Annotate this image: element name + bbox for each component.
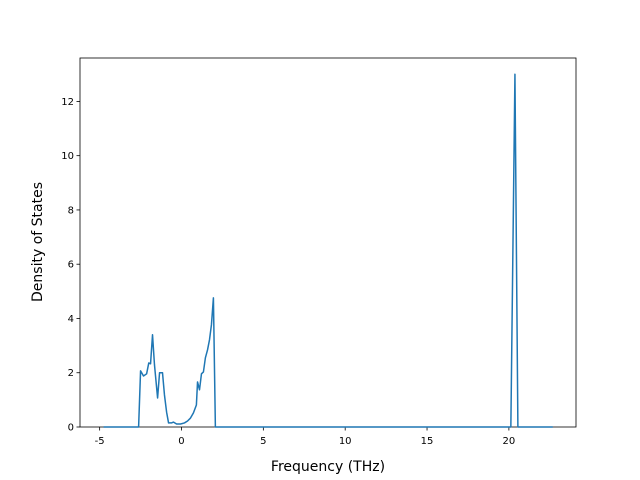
- data-line: [103, 73, 553, 428]
- x-tick-label: 15: [421, 436, 434, 447]
- y-axis-label: Density of States: [30, 182, 46, 302]
- x-tick-label: 0: [178, 436, 184, 447]
- y-tick-label: 2: [68, 368, 74, 379]
- y-tick-label: 4: [68, 314, 74, 325]
- x-tick-label: -5: [95, 436, 105, 447]
- y-tick-label: 0: [68, 423, 74, 434]
- x-tick-label: 20: [503, 436, 516, 447]
- x-tick-label: 10: [339, 436, 352, 447]
- y-tick-label: 12: [61, 97, 74, 108]
- x-axis-label: Frequency (THz): [271, 459, 385, 475]
- y-tick-label: 10: [61, 151, 74, 162]
- y-tick-label: 8: [68, 205, 74, 216]
- y-tick-label: 6: [68, 260, 74, 271]
- x-tick-label: 5: [260, 436, 266, 447]
